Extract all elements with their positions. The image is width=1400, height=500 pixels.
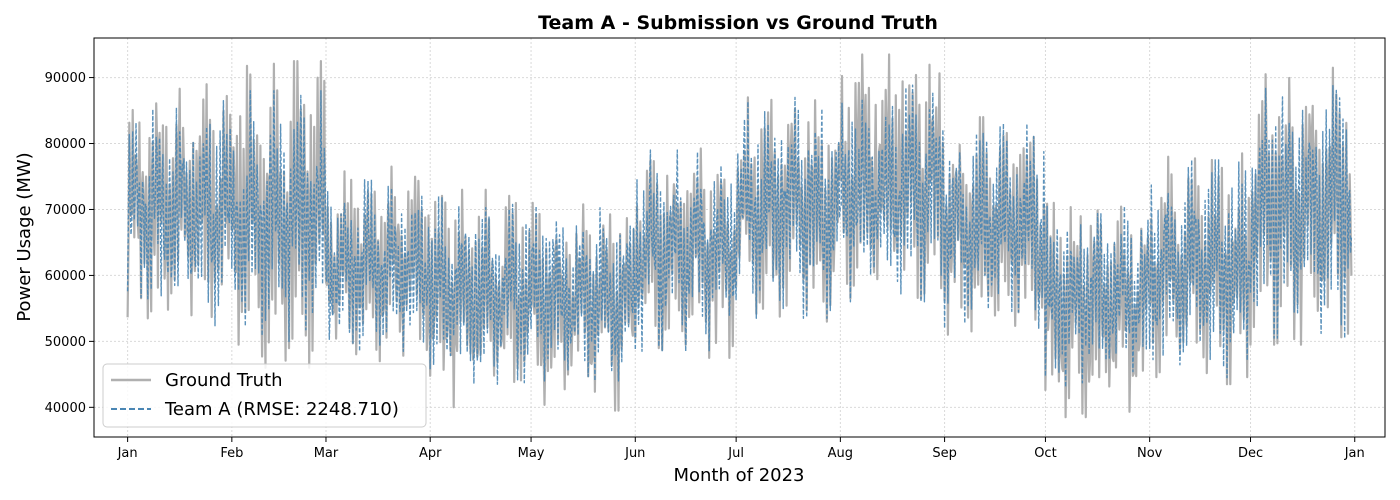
legend-label-ground-truth: Ground Truth — [165, 370, 283, 391]
y-axis: 40000 50000 60000 70000 80000 90000 — [45, 71, 94, 416]
y-tick-label: 60000 — [45, 269, 86, 284]
chart-title: Team A - Submission vs Ground Truth — [538, 12, 938, 34]
x-axis-label: Month of 2023 — [673, 465, 804, 486]
y-tick-label: 70000 — [45, 203, 86, 218]
y-tick-label: 80000 — [45, 137, 86, 152]
x-tick-label: Aug — [828, 446, 853, 461]
x-tick-label: Oct — [1034, 446, 1056, 461]
legend-label-team-a: Team A (RMSE: 2248.710) — [164, 399, 399, 420]
y-tick-label: 50000 — [45, 335, 86, 350]
x-tick-label: Jun — [624, 446, 645, 461]
legend: Ground Truth Team A (RMSE: 2248.710) — [102, 363, 427, 428]
y-axis-label: Power Usage (MW) — [14, 152, 35, 321]
x-tick-label: Jul — [727, 446, 744, 461]
legend-box — [102, 363, 427, 428]
x-tick-label: Apr — [419, 446, 442, 461]
x-tick-label: Feb — [220, 446, 243, 461]
x-tick-label: May — [518, 446, 545, 461]
x-tick-label: Mar — [314, 446, 339, 461]
series-layer — [126, 53, 1353, 419]
x-tick-label: Dec — [1238, 446, 1263, 461]
x-tick-label: Jan — [117, 446, 138, 461]
y-tick-label: 40000 — [45, 401, 86, 416]
plot-frame — [93, 37, 1386, 438]
series-line-team-a — [126, 84, 1353, 388]
x-axis: Jan Feb Mar Apr May Jun Jul Aug Sep Oct Nov Dec Jan — [117, 437, 1365, 461]
y-tick-label: 90000 — [45, 71, 86, 86]
x-tick-label: Jan — [1344, 446, 1365, 461]
x-tick-label: Nov — [1137, 446, 1163, 461]
x-tick-label: Sep — [932, 446, 957, 461]
